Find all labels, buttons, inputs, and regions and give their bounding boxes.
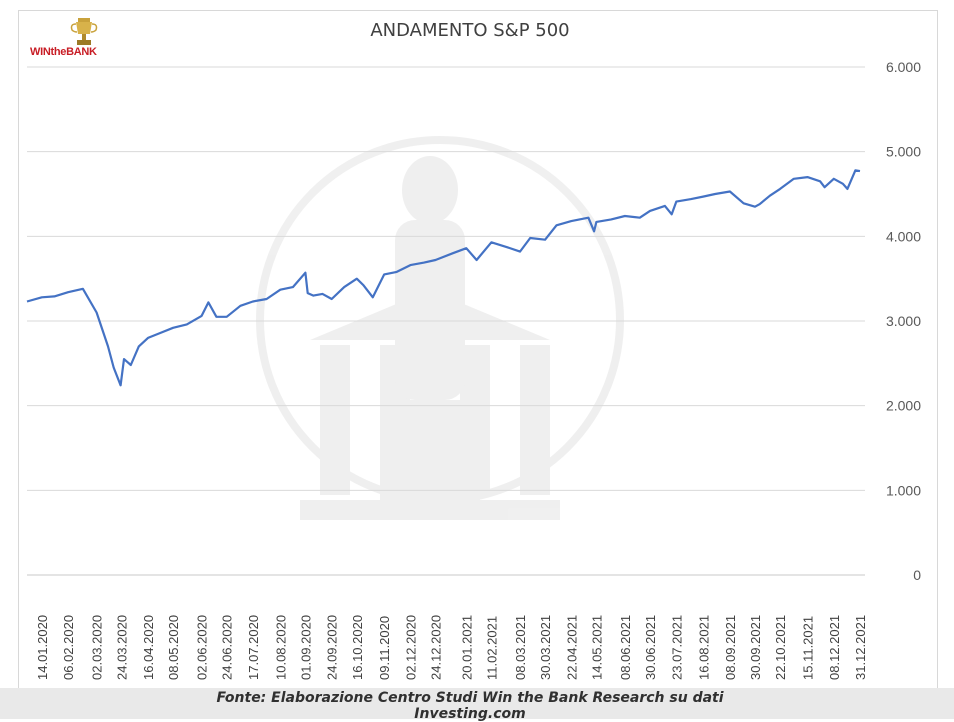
- logo: WINtheBANK: [30, 14, 140, 64]
- x-tick-label: 09.11.2020: [377, 616, 392, 680]
- x-tick-label: 24.03.2020: [115, 615, 130, 680]
- x-tick-label: 06.02.2020: [61, 615, 76, 680]
- y-tick-label: 2.000: [886, 398, 921, 414]
- x-tick-label: 16.08.2021: [697, 615, 712, 680]
- series-line-sp500: [26, 169, 861, 387]
- x-axis-ticks: 14.01.2020 06.02.2020 02.03.2020 24.03.2020…: [35, 615, 868, 680]
- x-tick-label: 08.03.2021: [513, 615, 528, 680]
- x-tick-label: 08.09.2021: [723, 615, 738, 680]
- x-tick-label: 02.03.2020: [90, 615, 105, 680]
- x-tick-label: 17.07.2020: [246, 615, 261, 680]
- y-tick-label: 1.000: [886, 482, 921, 498]
- x-tick-label: 30.03.2021: [538, 615, 553, 680]
- x-tick-label: 20.01.2021: [459, 615, 474, 680]
- x-tick-label: 24.09.2020: [325, 615, 340, 680]
- x-tick-label: 24.12.2020: [429, 615, 444, 680]
- x-tick-label: 30.06.2021: [643, 615, 658, 680]
- footer-bar: [0, 688, 954, 719]
- y-tick-label: 0: [913, 567, 921, 583]
- x-tick-label: 23.07.2021: [669, 615, 684, 680]
- x-tick-label: 08.05.2020: [166, 615, 181, 680]
- y-tick-label: 4.000: [886, 228, 921, 244]
- x-tick-label: 15.11.2021: [801, 616, 816, 680]
- logo-text: WINtheBANK: [30, 46, 97, 58]
- trophy-icon: [70, 18, 98, 45]
- x-tick-label: 08.06.2021: [618, 615, 633, 680]
- y-axis-ticks: 0 1.000 2.000 3.000 4.000 5.000 6.000: [886, 59, 921, 583]
- x-tick-label: 10.08.2020: [273, 615, 288, 680]
- watermark-temple: [256, 136, 624, 520]
- x-tick-label: 14.01.2020: [35, 615, 50, 680]
- source-note: Fonte: Elaborazione Centro Studi Win the…: [216, 690, 724, 722]
- x-tick-label: 14.05.2021: [589, 615, 604, 680]
- x-tick-label: 31.12.2021: [853, 615, 868, 680]
- y-tick-label: 5.000: [886, 144, 921, 160]
- x-tick-label: 22.04.2021: [564, 615, 579, 680]
- x-tick-label: 02.12.2020: [403, 615, 418, 680]
- grid-lines: [27, 66, 865, 576]
- x-tick-label: 16.04.2020: [141, 615, 156, 680]
- x-tick-label: 08.12.2021: [827, 615, 842, 680]
- y-tick-label: 6.000: [886, 59, 921, 75]
- x-tick-label: 22.10.2021: [773, 615, 788, 680]
- x-tick-label: 30.09.2021: [748, 615, 763, 680]
- x-tick-label: 24.06.2020: [220, 615, 235, 680]
- x-tick-label: 11.02.2021: [484, 616, 499, 680]
- chart-title: ANDAMENTO S&P 500: [370, 20, 570, 41]
- y-tick-label: 3.000: [886, 313, 921, 329]
- chart-frame: [18, 10, 938, 698]
- x-tick-label: 16.10.2020: [350, 615, 365, 680]
- x-tick-label: 02.06.2020: [195, 615, 210, 680]
- x-tick-label: 01.09.2020: [298, 615, 313, 680]
